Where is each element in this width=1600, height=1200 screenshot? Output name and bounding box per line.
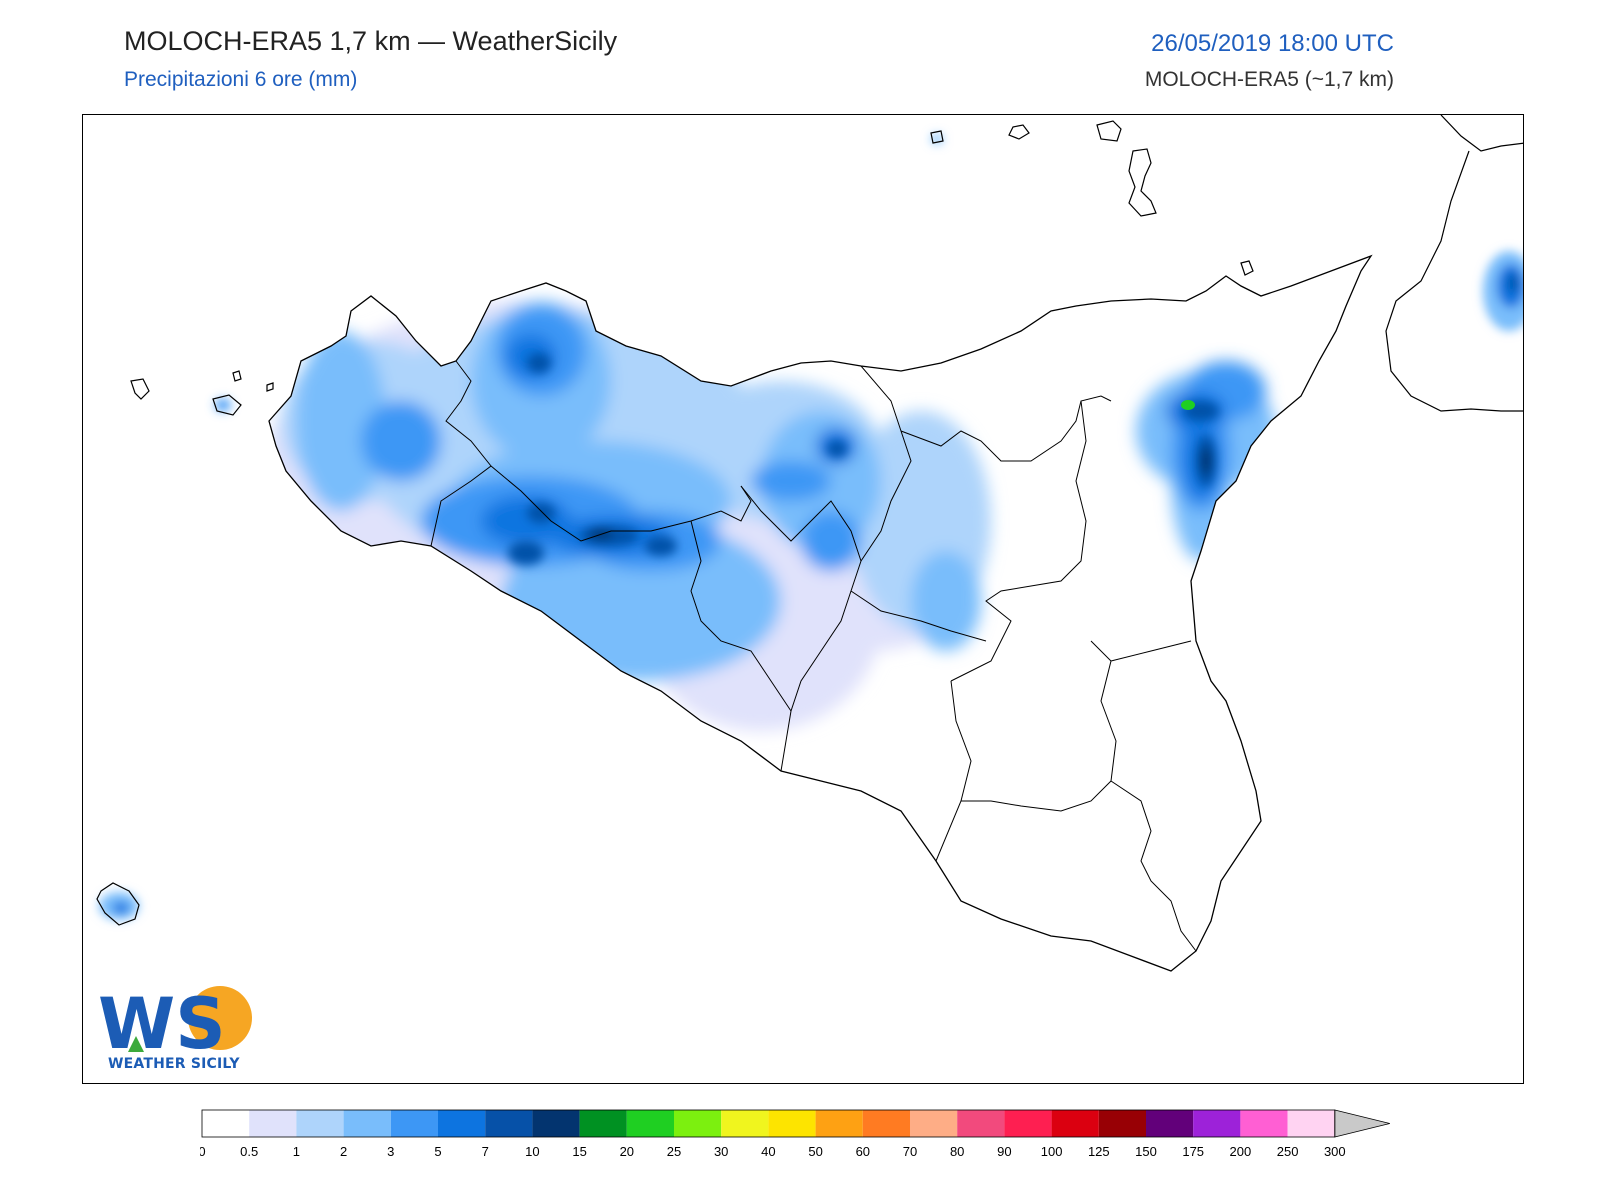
colorbar-tick-label: 15 <box>572 1144 586 1159</box>
colorbar-tick-label: 7 <box>482 1144 489 1159</box>
colorbar-tick-label: 3 <box>387 1144 394 1159</box>
colorbar-swatch <box>910 1110 958 1137</box>
colorbar-tick-label: 30 <box>714 1144 728 1159</box>
precipitation-map <box>82 114 1524 1084</box>
colorbar-tick-label: 10 <box>525 1144 539 1159</box>
model-label: MOLOCH-ERA5 (~1,7 km) <box>1144 68 1394 91</box>
colorbar-swatch <box>438 1110 486 1137</box>
colorbar-tick-label: 0 <box>200 1144 206 1159</box>
colorbar-swatch <box>1051 1110 1099 1137</box>
colorbar-swatch <box>815 1110 863 1137</box>
colorbar-swatch <box>768 1110 816 1137</box>
colorbar-tick-label: 1 <box>293 1144 300 1159</box>
colorbar-tick-label: 200 <box>1230 1144 1252 1159</box>
colorbar-tick-label: 70 <box>903 1144 917 1159</box>
colorbar-swatch <box>249 1110 297 1137</box>
colorbar-tick-labels: 0 0.5 1 2 3 5 7 10 15 20 25 30 40 50 60 70 80 90 100 125 150… <box>200 1144 1346 1159</box>
colorbar-tick-label: 175 <box>1182 1144 1204 1159</box>
colorbar-tick-label: 2 <box>340 1144 347 1159</box>
colorbar-boxes <box>201 1109 1390 1138</box>
province-boundaries <box>430 360 1197 952</box>
colorbar-swatch <box>390 1110 438 1137</box>
colorbar-tick-label: 50 <box>808 1144 822 1159</box>
colorbar-tick-label: 150 <box>1135 1144 1157 1159</box>
colorbar-tick-label: 300 <box>1324 1144 1346 1159</box>
colorbar-swatch <box>1240 1110 1288 1137</box>
precipitation-colorbar: 0 0.5 1 2 3 5 7 10 15 20 25 30 40 50 60 70 80 90 100 125 150… <box>200 1109 1390 1159</box>
map-subtitle: Precipitazioni 6 ore (mm) <box>124 68 358 91</box>
svg-text:WS: WS <box>98 983 226 1065</box>
colorbar-tick-label: 25 <box>667 1144 681 1159</box>
colorbar-tick-label: 60 <box>856 1144 870 1159</box>
colorbar-swatch <box>862 1110 910 1137</box>
islands <box>96 120 1254 926</box>
colorbar-tick-label: 20 <box>620 1144 634 1159</box>
colorbar-swatch <box>579 1110 627 1137</box>
colorbar-swatch <box>1287 1110 1335 1137</box>
colorbar-tick-label: 5 <box>434 1144 441 1159</box>
forecast-datetime: 26/05/2019 18:00 UTC <box>1151 30 1394 57</box>
colorbar-swatch <box>626 1110 674 1137</box>
colorbar-swatch <box>1146 1110 1194 1137</box>
colorbar-tick-label: 0.5 <box>240 1144 258 1159</box>
colorbar-swatch <box>343 1110 391 1137</box>
colorbar-swatch <box>721 1110 769 1137</box>
precipitation-field <box>269 301 1276 731</box>
colorbar-outline <box>201 1109 1336 1138</box>
colorbar-tick-label: 80 <box>950 1144 964 1159</box>
colorbar-tick-label: 90 <box>997 1144 1011 1159</box>
colorbar-tick-label: 250 <box>1277 1144 1299 1159</box>
max-precip-spot <box>1181 400 1195 410</box>
colorbar-swatch <box>485 1110 533 1137</box>
colorbar-swatch <box>957 1110 1005 1137</box>
colorbar-overflow-arrow <box>1334 1109 1390 1138</box>
colorbar-swatch <box>1004 1110 1052 1137</box>
colorbar-tick-label: 40 <box>761 1144 775 1159</box>
colorbar-swatch <box>1193 1110 1241 1137</box>
colorbar-swatch <box>532 1110 580 1137</box>
weather-sicily-logo: WS <box>98 983 252 1065</box>
logo-caption: WEATHER SICILY <box>108 1056 240 1072</box>
colorbar-swatch <box>674 1110 722 1137</box>
colorbar-swatch <box>202 1110 250 1137</box>
map-title: MOLOCH-ERA5 1,7 km — WeatherSicily <box>124 26 618 56</box>
colorbar-swatch <box>1098 1110 1146 1137</box>
colorbar-tick-label: 100 <box>1041 1144 1063 1159</box>
colorbar-tick-label: 125 <box>1088 1144 1110 1159</box>
colorbar-swatch <box>296 1110 344 1137</box>
